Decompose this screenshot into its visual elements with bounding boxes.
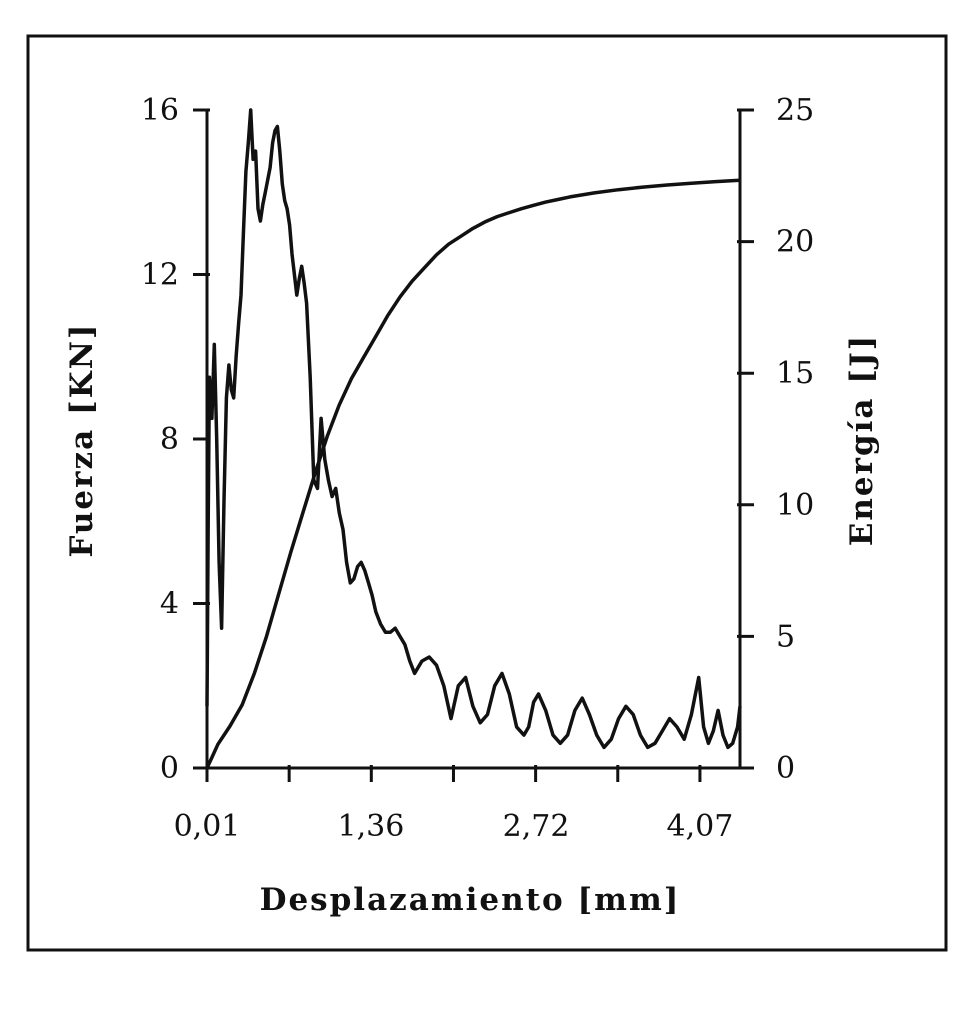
x-tick-label: 2,72 — [503, 809, 570, 844]
y-axis-title: Fuerza [KN] — [64, 322, 100, 557]
energy-series-line — [205, 178, 741, 769]
y-tick-label: 0 — [160, 751, 179, 786]
x-tick-label: 0,01 — [174, 809, 241, 844]
x-tick-label: 4,07 — [667, 809, 734, 844]
y2-tick-label: 0 — [776, 751, 795, 786]
y2-tick-label: 5 — [776, 619, 795, 654]
y2-axis-title: Energía [J] — [844, 334, 880, 547]
y2-tick-label: 15 — [776, 356, 814, 391]
y2-tick-label: 20 — [776, 225, 814, 260]
x-tick-label: 1,36 — [338, 809, 405, 844]
y-tick-label: 16 — [141, 93, 179, 128]
x-axis-title: Desplazamiento [mm] — [260, 882, 681, 918]
force-series-line — [205, 108, 742, 750]
ticks-layer: 0 4 8 12 16 0 5 10 15 20 25 0,01 1,36 2,72 4,07 — [141, 93, 814, 844]
y2-tick-label: 10 — [776, 488, 814, 523]
y-tick-label: 4 — [160, 587, 179, 622]
y-tick-label: 12 — [141, 258, 179, 293]
series-layer — [205, 108, 742, 769]
chart-frame — [26, 34, 948, 952]
y-tick-label: 8 — [160, 422, 179, 457]
y2-tick-label: 25 — [776, 93, 814, 128]
